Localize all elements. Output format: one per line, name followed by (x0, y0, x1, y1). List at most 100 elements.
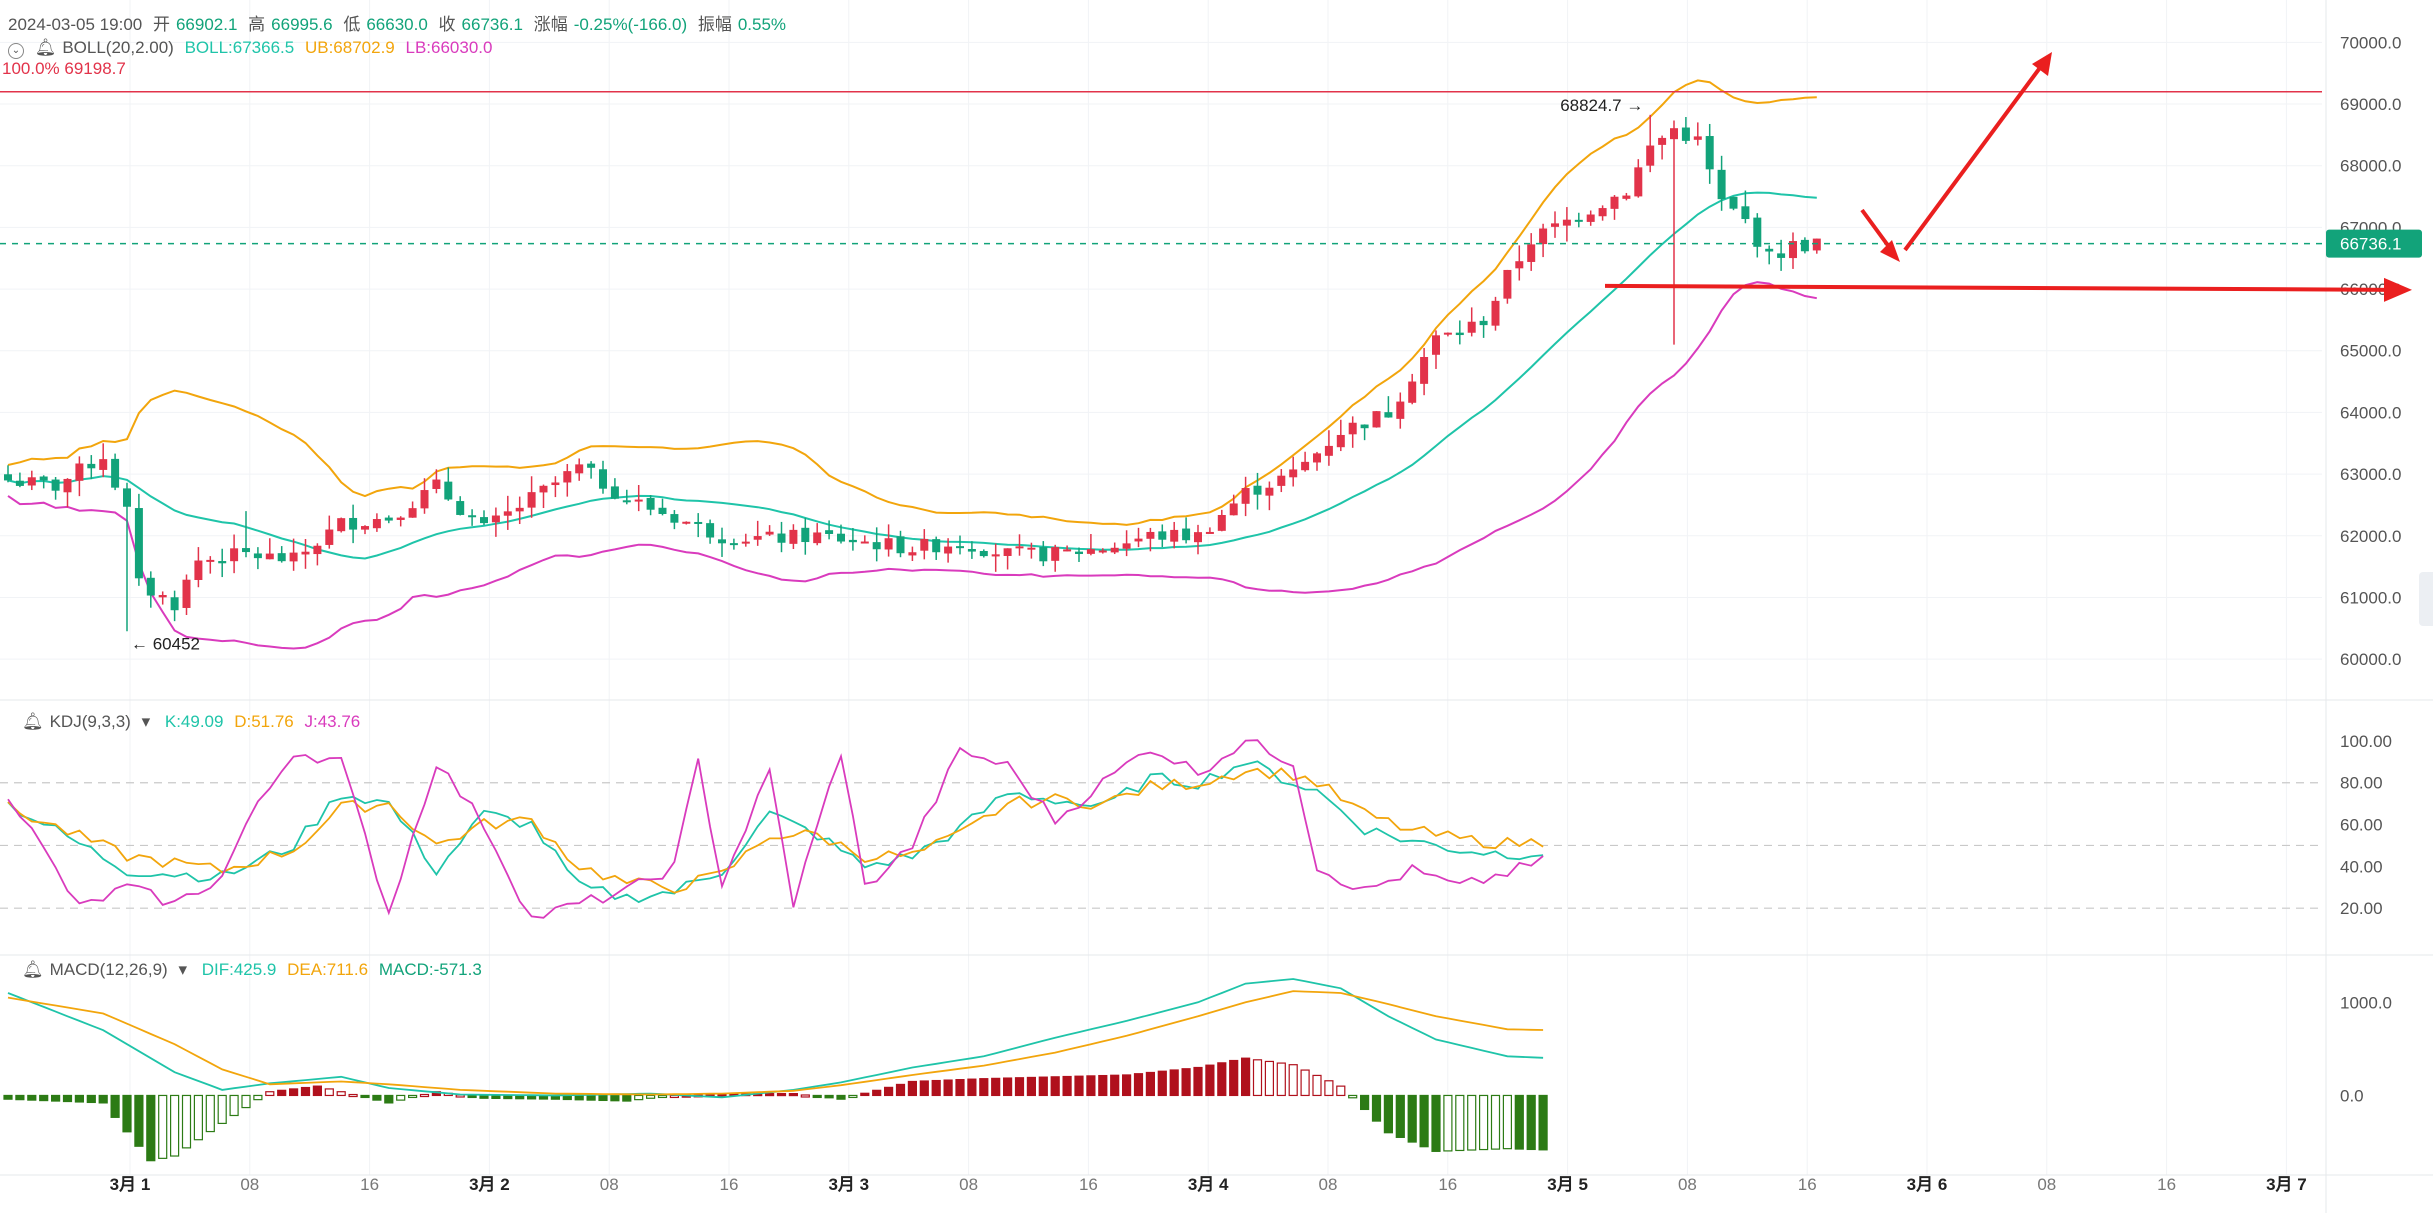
candle-body (1467, 321, 1476, 333)
macd-hist-bar (1419, 1094, 1429, 1148)
candle-body (1241, 488, 1250, 504)
dropdown-icon[interactable]: ▾ (178, 960, 187, 979)
macd-hist-bar (384, 1094, 394, 1104)
candle-body (182, 579, 191, 608)
macd-dea: DEA:711.6 (287, 960, 369, 979)
macd-hist-bar (1538, 1094, 1548, 1151)
kdj-k-line (7, 760, 1544, 904)
price-tick-label: 60000.0 (2340, 650, 2401, 669)
candle-body (1217, 514, 1226, 531)
macd-hist-bar (598, 1094, 608, 1102)
candle-body (872, 542, 881, 550)
candle-body (432, 479, 441, 489)
candle-body (1586, 214, 1595, 222)
candle-body (1063, 549, 1072, 552)
macd-hist-bar (241, 1094, 251, 1109)
boll-lb: LB:66030.0 (405, 38, 493, 57)
candle-body (51, 479, 60, 491)
macd-hist-bar (1062, 1075, 1072, 1097)
collapse-icon[interactable]: ⌄ (8, 43, 24, 59)
macd-hist-bar (1002, 1077, 1013, 1097)
boll-header: ⌄ 🔔︎ BOLL(20,2.00) BOLL:67366.5 UB:68702.… (8, 38, 498, 59)
candle-body (884, 538, 893, 550)
candle-body (242, 548, 250, 553)
price-tick-label: 69000.0 (2340, 95, 2401, 114)
candle-body (777, 533, 786, 543)
candle-body (729, 543, 738, 546)
candle-body (313, 545, 322, 555)
candle-body (1503, 269, 1512, 299)
macd-hist-bar (312, 1085, 322, 1097)
macd-hist-bar (1110, 1074, 1120, 1097)
candle-body (408, 508, 417, 518)
macd-hist-bar (170, 1094, 180, 1157)
macd-hist-bar (764, 1092, 775, 1097)
macd-hist-bar (1490, 1094, 1501, 1150)
price-tick-label: 61000.0 (2340, 588, 2401, 607)
bell-icon[interactable]: 🔔︎ (22, 712, 44, 731)
low-value: 66630.0 (366, 15, 428, 34)
macd-dif: DIF:425.9 (201, 960, 277, 979)
macd-hist-bar (979, 1078, 989, 1097)
price-tick-label: 63000.0 (2340, 465, 2401, 484)
macd-hist-bar (955, 1079, 965, 1097)
candle-body (384, 517, 393, 521)
bell-icon[interactable]: 🔔︎ (22, 960, 44, 979)
candle-body (1372, 411, 1381, 428)
macd-hist-bar (1478, 1094, 1489, 1151)
candle-body (944, 546, 953, 554)
high-value: 66995.6 (271, 15, 333, 34)
candle-body (1051, 547, 1060, 561)
dropdown-icon[interactable]: ▾ (141, 712, 151, 731)
high-annotation: 68824.7 → (1560, 96, 1643, 115)
candle-body (634, 499, 643, 502)
right-panel-handle[interactable] (2419, 572, 2433, 626)
candle-body (480, 517, 488, 524)
macd-dea-line (7, 990, 1544, 1096)
candle-body (1491, 300, 1500, 326)
macd-hist-bar (324, 1088, 334, 1097)
macd-hist-bar (193, 1094, 203, 1141)
macd-hist-bar (372, 1094, 382, 1101)
macd-hist-bar (98, 1094, 108, 1104)
macd-hist-bar (1467, 1094, 1477, 1151)
amplitude-value: 0.55% (737, 15, 787, 34)
macd-hist-bar (860, 1092, 870, 1097)
x-tick-label: 08 (600, 1175, 619, 1194)
macd-hist-bar (895, 1083, 906, 1097)
macd-hist-bar (657, 1094, 668, 1099)
candle-body (1027, 547, 1036, 550)
kdj-name: KDJ(9,3,3) (49, 712, 131, 731)
x-tick-label: 16 (2157, 1175, 2176, 1194)
kdj-k: K:49.09 (164, 712, 224, 731)
candle-body (991, 554, 1000, 557)
macd-hist-bar (277, 1089, 287, 1097)
candle-body (1717, 169, 1726, 200)
bell-icon[interactable]: 🔔︎ (34, 38, 57, 57)
macd-hist-bar (253, 1094, 263, 1101)
macd-hist-bar (1336, 1085, 1346, 1097)
candle-body (646, 497, 655, 510)
fib-level-label: 100.0% 69198.7 (2, 59, 126, 78)
change-value: -0.25%(-166.0) (573, 15, 688, 34)
candle-body (1122, 543, 1131, 549)
candle-body (1622, 195, 1631, 199)
up-arrow-head (2032, 52, 2052, 76)
candle-body (289, 552, 298, 562)
macd-hist-bar (396, 1094, 406, 1101)
candle-body (39, 476, 48, 481)
candle-body (1039, 547, 1048, 562)
kdj-tick-label: 40.00 (2340, 857, 2383, 876)
macd-hist-bar (1502, 1094, 1513, 1150)
macd-hist-bar (336, 1091, 346, 1097)
macd-hist-bar (1443, 1094, 1453, 1152)
candle-body (1539, 228, 1548, 245)
candle-body (551, 482, 560, 486)
candle-body (230, 548, 239, 562)
candle-body (1313, 453, 1321, 463)
macd-hist-bar (1514, 1094, 1524, 1150)
candle-body (1098, 550, 1107, 553)
macd-hist-bar (824, 1094, 834, 1099)
macd-hist-bar (1157, 1070, 1167, 1097)
